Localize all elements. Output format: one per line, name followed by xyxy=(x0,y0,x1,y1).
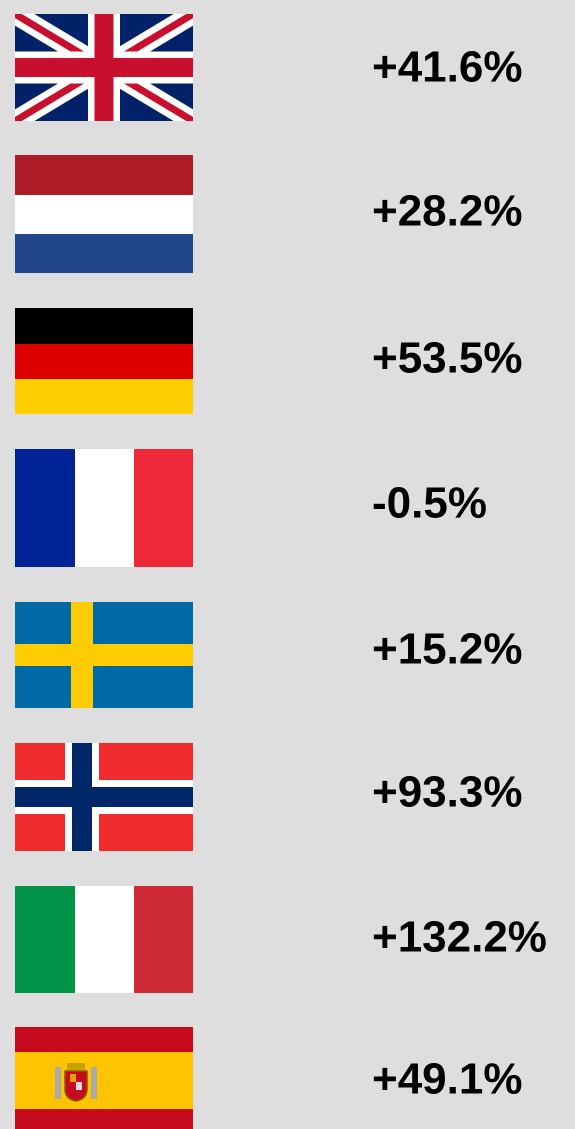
flag-italy xyxy=(15,886,193,993)
flag-sweden xyxy=(15,602,193,708)
percent-label: -0.5% xyxy=(372,479,487,528)
flag-norway xyxy=(15,743,193,851)
percent-label: +28.2% xyxy=(372,187,522,236)
percent-label: +53.5% xyxy=(372,334,522,383)
percent-label: +49.1% xyxy=(372,1055,522,1104)
flag-netherlands xyxy=(15,155,193,273)
flag-uk xyxy=(15,14,193,121)
flag-spain xyxy=(15,1027,193,1129)
percent-label: +41.6% xyxy=(372,43,522,92)
percent-label: +15.2% xyxy=(372,625,522,674)
percent-label: +93.3% xyxy=(372,768,522,817)
flag-germany xyxy=(15,308,193,414)
flag-france xyxy=(15,449,193,567)
percent-label: +132.2% xyxy=(372,913,547,962)
